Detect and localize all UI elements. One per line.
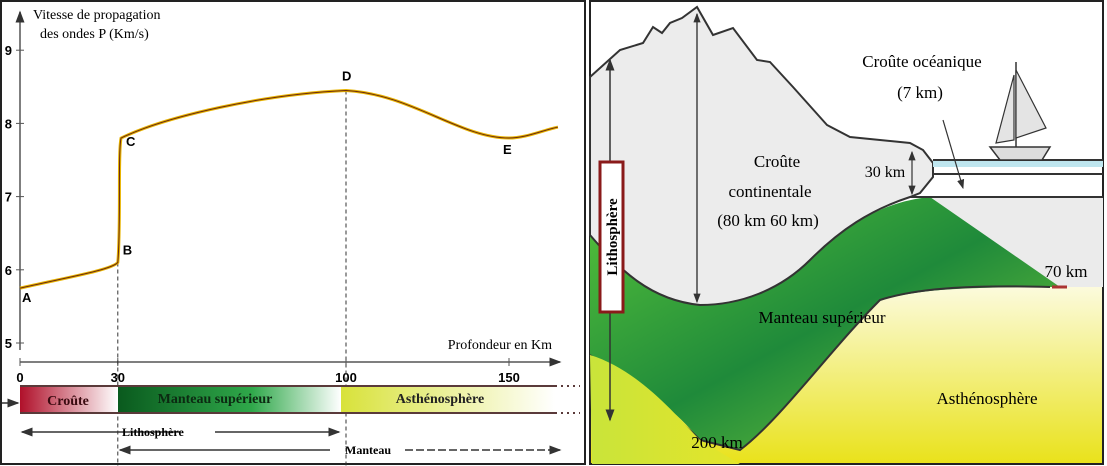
continental-crust-label-1: Croûte: [754, 152, 800, 171]
lithosphere-cross-section: Lithosphère Croûte océanique (7 km) Croû…: [589, 0, 1104, 465]
upper-mantle-label: Manteau supérieur: [759, 308, 886, 327]
upper-mantle-region: [590, 197, 1060, 450]
lithosphere-label-box: [598, 160, 625, 314]
x-tick-label: 150: [498, 370, 520, 385]
asthenosphere-label: Asthénosphère: [936, 389, 1037, 408]
layer-band: Croûte Manteau supérieur Asthénosphère: [2, 385, 580, 414]
sailboat-icon: [988, 62, 1052, 161]
point-label-e: E: [503, 142, 512, 157]
oceanic-crust-label-1: Croûte océanique: [862, 52, 981, 71]
point-label-d: D: [342, 68, 351, 83]
mantle-span-label: Manteau: [345, 443, 391, 457]
y-tick-label: 7: [5, 190, 12, 205]
y-tick-label: 9: [5, 43, 12, 58]
point-label-a: A: [22, 290, 32, 305]
continental-crust-label-3: (80 km 60 km): [717, 211, 819, 230]
band-label-croute: Croûte: [47, 394, 89, 409]
depth-70-label: 70 km: [1045, 262, 1088, 281]
y-tick-label: 6: [5, 263, 12, 278]
continental-crust: [589, 5, 934, 307]
band-asthenosphere: [341, 386, 555, 413]
band-upper-mantle: [118, 386, 341, 413]
velocity-curve-outline: [19, 89, 559, 289]
point-label-c: C: [126, 134, 136, 149]
y-tick-label: 8: [5, 116, 12, 131]
lithosphere-span-label: Lithosphère: [122, 425, 184, 439]
oceanic-crust-label-2: (7 km): [897, 83, 943, 102]
x-axis-label: Profondeur en Km: [448, 338, 552, 353]
velocity-chart-panel: Vitesse de propagation des ondes P (Km/s…: [0, 0, 586, 466]
depth-200-label: 200 km: [691, 433, 742, 452]
y-axis-label-2: des ondes P (Km/s): [40, 27, 149, 42]
point-label-b: B: [123, 242, 132, 257]
continental-crust-label-2: continentale: [728, 182, 811, 201]
y-axis-label-1: Vitesse de propagation: [33, 8, 160, 23]
depth-30-label: 30 km: [865, 164, 906, 181]
lithosphere-label: Lithosphère: [605, 198, 621, 276]
x-tick-label: 0: [16, 370, 23, 385]
band-label-upper-mantle: Manteau supérieur: [158, 392, 273, 407]
band-label-asthenosphere: Asthénosphère: [396, 392, 484, 407]
y-tick-label: 5: [5, 336, 12, 351]
band-croute: [20, 386, 118, 413]
